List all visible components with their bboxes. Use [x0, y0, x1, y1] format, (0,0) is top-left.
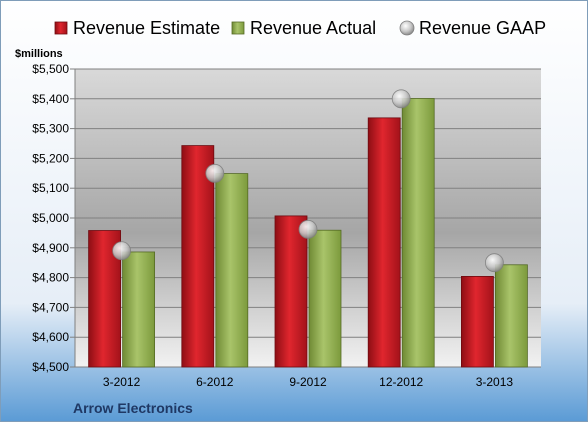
y-tick-label: $4,800	[32, 271, 69, 285]
y-tick-label: $4,500	[32, 360, 69, 374]
y-tick-label: $4,600	[32, 330, 69, 344]
x-tick-label: 3-2013	[476, 375, 514, 389]
y-axis-ticks: $4,500 $4,600 $4,700 $4,800 $4,900 $5,000 $5,1…	[32, 62, 69, 374]
bar-revenue-estimate	[460, 276, 494, 368]
bar-revenue-estimate	[274, 215, 308, 368]
company-name: Arrow Electronics	[73, 400, 193, 416]
marker-revenue-gaap	[484, 253, 504, 273]
legend-label: Revenue GAAP	[419, 18, 546, 38]
marker-revenue-gaap	[205, 163, 225, 183]
legend-swatch-revenue-actual	[231, 21, 245, 35]
bar-revenue-actual	[122, 251, 155, 368]
bar-revenue-actual	[215, 173, 249, 368]
x-tick-label: 6-2012	[196, 375, 234, 389]
legend-swatch-revenue-gaap	[399, 20, 415, 36]
legend: Revenue Estimate Revenue Actual Revenue GA…	[54, 18, 546, 38]
legend-label: Revenue Estimate	[73, 18, 220, 38]
y-tick-label: $5,100	[32, 181, 69, 195]
marker-revenue-gaap	[112, 241, 131, 261]
y-axis-label: $millions	[15, 48, 63, 60]
legend-label: Revenue Actual	[250, 18, 376, 38]
y-tick-label: $5,300	[32, 122, 69, 136]
x-tick-label: 9-2012	[289, 375, 327, 389]
bar-revenue-actual	[401, 98, 435, 368]
bar-revenue-actual	[308, 229, 342, 368]
bar-revenue-actual	[494, 264, 528, 368]
x-tick-label: 3-2012	[103, 375, 141, 389]
gaap-markers	[112, 89, 504, 273]
y-tick-label: $5,200	[32, 151, 69, 165]
marker-revenue-gaap	[391, 89, 411, 109]
y-tick-label: $5,500	[32, 62, 69, 76]
y-tick-label: $4,700	[32, 300, 69, 314]
bar-revenue-estimate	[367, 117, 401, 368]
y-tick-label: $5,000	[32, 211, 69, 225]
y-tick-label: $5,400	[32, 92, 69, 106]
y-tick-label: $4,900	[32, 241, 69, 255]
x-axis-ticks: 3-2012 6-2012 9-2012 12-2012 3-2013	[103, 375, 513, 389]
x-tick-label: 12-2012	[379, 375, 423, 389]
legend-swatch-revenue-estimate	[54, 21, 68, 35]
bars	[88, 98, 528, 368]
marker-revenue-gaap	[298, 219, 318, 239]
bar-revenue-estimate	[181, 145, 215, 368]
